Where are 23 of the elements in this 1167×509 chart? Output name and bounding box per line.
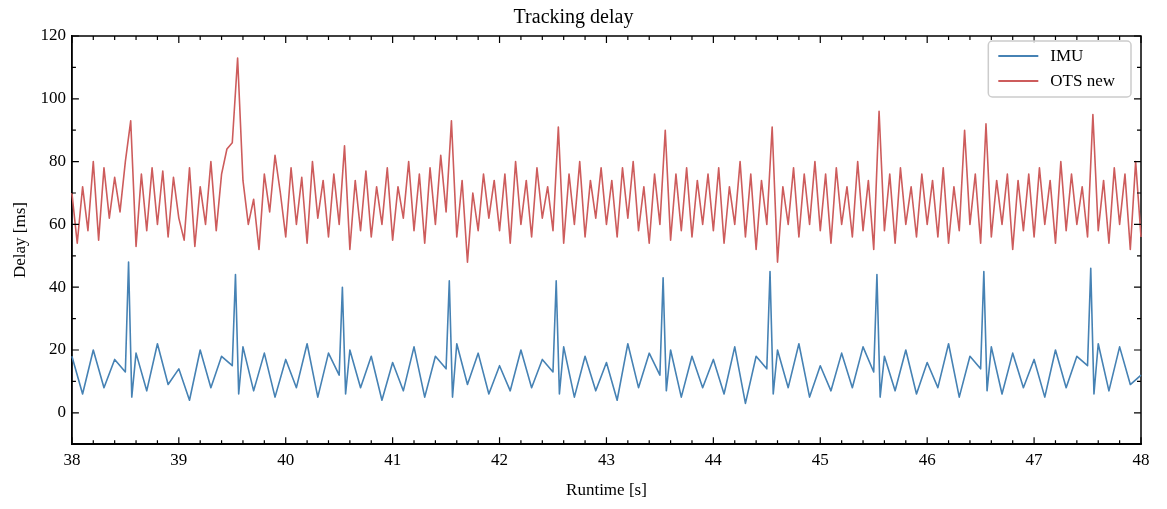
y-tick-label: 80	[48, 151, 66, 171]
x-tick-label: 39	[170, 449, 188, 469]
x-tick-label: 44	[704, 449, 723, 469]
y-tick-label: 120	[40, 25, 66, 45]
x-tick-label: 43	[597, 449, 615, 469]
x-tick-label: 41	[384, 449, 402, 469]
y-tick-label: 0	[57, 402, 66, 422]
x-tick-label: 38	[63, 449, 81, 469]
x-tick-label: 42	[491, 449, 509, 469]
y-tick-label: 100	[40, 88, 66, 108]
legend-label: OTS new	[1050, 71, 1116, 91]
y-tick-label: 20	[48, 339, 66, 359]
chart-title: Tracking delay	[513, 5, 634, 29]
x-tick-label: 47	[1025, 449, 1044, 469]
y-axis-title: Delay [ms]	[9, 202, 29, 279]
x-tick-label: 48	[1132, 449, 1150, 469]
x-tick-label: 45	[811, 449, 829, 469]
legend-label: IMU	[1050, 46, 1084, 66]
y-tick-label: 60	[48, 213, 66, 233]
x-axis-title: Runtime [s]	[566, 480, 647, 500]
x-tick-label: 40	[277, 449, 295, 469]
y-tick-label: 40	[48, 276, 66, 296]
x-tick-label: 46	[918, 449, 936, 469]
